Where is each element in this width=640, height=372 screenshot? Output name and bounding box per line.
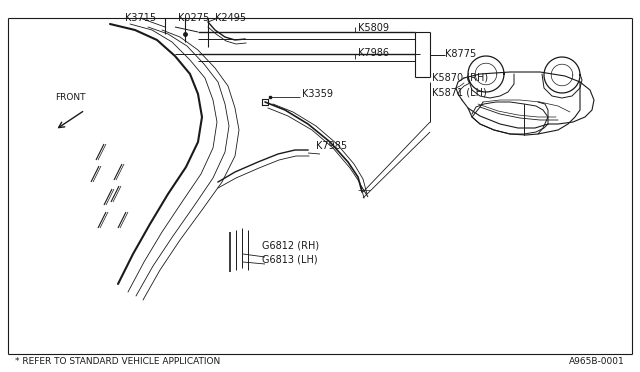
Text: K3715: K3715: [125, 13, 156, 23]
Text: K2495: K2495: [215, 13, 246, 23]
Text: G6812 (RH): G6812 (RH): [262, 241, 319, 251]
Text: * REFER TO STANDARD VEHICLE APPLICATION: * REFER TO STANDARD VEHICLE APPLICATION: [15, 357, 220, 366]
Text: G6813 (LH): G6813 (LH): [262, 255, 317, 265]
Text: K0275: K0275: [178, 13, 209, 23]
Text: K7985: K7985: [316, 141, 347, 151]
Text: K7986: K7986: [358, 48, 389, 58]
Text: K5870 (RH): K5870 (RH): [432, 72, 488, 82]
Text: FRONT: FRONT: [55, 93, 85, 102]
Text: A965B-0001: A965B-0001: [569, 357, 625, 366]
Text: K5871 (LH): K5871 (LH): [432, 87, 487, 97]
Text: K3359: K3359: [302, 89, 333, 99]
Text: K8775: K8775: [445, 49, 476, 59]
Text: K5809: K5809: [358, 23, 389, 33]
